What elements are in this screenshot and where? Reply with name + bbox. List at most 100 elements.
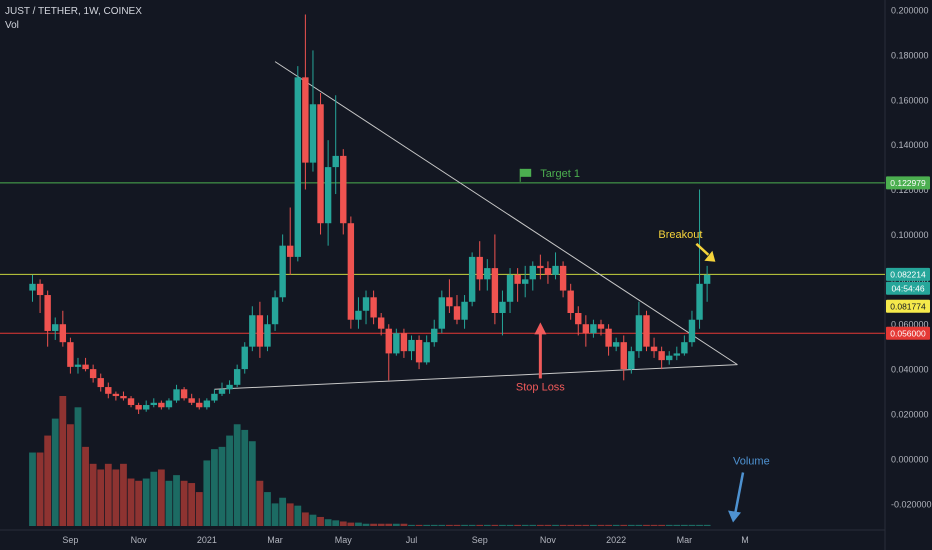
volume-bar [650, 524, 658, 526]
volume-bar [552, 524, 559, 526]
candle-body [552, 265, 559, 275]
candle-body [582, 324, 590, 334]
volume-bar [446, 524, 453, 526]
candle-body [696, 283, 703, 320]
volume-bar [461, 524, 468, 526]
volume-bar [430, 524, 438, 526]
y-tick-label: 0.020000 [891, 410, 929, 420]
volume-bar [241, 429, 249, 526]
volume-indicator-label: Vol [5, 20, 19, 31]
volume-bar [468, 524, 476, 526]
candle-body [635, 315, 643, 352]
candle-body [628, 351, 635, 370]
price-tag [886, 267, 930, 281]
volume-bar [703, 524, 711, 526]
y-tick-label: 0.160000 [891, 95, 929, 105]
volume-bar [483, 524, 491, 526]
candle-body [673, 353, 680, 356]
volume-bar [521, 524, 529, 526]
candle-body [529, 265, 536, 280]
candle-body [29, 283, 36, 291]
candle-body [44, 295, 51, 331]
volume-bar [165, 480, 173, 526]
volume-bar [559, 524, 567, 526]
volume-bar [59, 396, 67, 526]
candle-body [112, 393, 120, 397]
price-tag-label: 0.082214 [890, 270, 926, 280]
candle-body [249, 315, 256, 347]
candle-body [666, 355, 673, 361]
volume-bar [89, 463, 97, 526]
volume-bar [294, 505, 302, 526]
x-tick-label: Mar [677, 535, 693, 545]
candle-body [544, 268, 552, 275]
candle-body [340, 155, 347, 224]
volume-bar [612, 524, 620, 526]
candle-body [82, 364, 89, 370]
volume-bar [188, 483, 196, 526]
target-flag-icon [520, 168, 532, 177]
volume-bar [567, 524, 575, 526]
volume-bar [362, 523, 370, 526]
candle-body [643, 315, 650, 347]
breakout-arrow-shaft [695, 242, 710, 256]
volume-bar [279, 497, 287, 526]
volume-bar [423, 524, 431, 526]
candle-body [317, 104, 324, 224]
volume-bar [415, 524, 423, 526]
volume-bar [514, 524, 522, 526]
breakout-label: Breakout [658, 229, 702, 241]
candle-body [393, 333, 400, 354]
candle-body [89, 369, 97, 379]
x-tick-label: Jul [406, 535, 418, 545]
volume-bar [233, 424, 241, 526]
volume-bar [104, 463, 112, 526]
trendline [274, 61, 738, 366]
volume-bar [127, 478, 135, 526]
volume-bar [582, 524, 590, 526]
volume-bar [256, 480, 264, 526]
candle-body [522, 279, 529, 284]
volume-bar [400, 523, 408, 526]
volume-bar [536, 524, 544, 526]
x-tick-label: Nov [540, 535, 557, 545]
price-tag [886, 176, 930, 190]
trendline [214, 364, 738, 390]
volume-bar [627, 524, 635, 526]
candle-body [681, 342, 688, 354]
symbol-title: JUST / TETHER, 1W, COINEX [5, 6, 142, 17]
price-tag [886, 281, 930, 295]
x-tick-label: 2021 [197, 535, 217, 545]
candle-body [279, 245, 286, 298]
volume-label: Volume [733, 456, 770, 468]
volume-bar [620, 524, 628, 526]
candle-body [203, 400, 211, 408]
breakout-arrow-head [704, 250, 716, 262]
candle-body [233, 369, 241, 385]
x-tick-label: May [335, 535, 353, 545]
candle-body [188, 398, 195, 403]
candle-body [446, 297, 453, 307]
y-tick-label: 0.140000 [891, 140, 929, 150]
volume-bar [392, 523, 400, 526]
candle-body [400, 333, 408, 352]
candle-body [287, 245, 294, 257]
volume-bar [324, 519, 332, 526]
volume-bar [332, 520, 340, 526]
candle-body [355, 310, 362, 320]
volume-bar [453, 524, 461, 526]
volume-bar [67, 424, 74, 526]
volume-bar [385, 523, 393, 526]
y-tick-label: 0.060000 [891, 320, 929, 330]
candle-body [650, 346, 658, 352]
candle-body [173, 389, 180, 401]
y-tick-label: -0.020000 [891, 499, 932, 509]
volume-bar [29, 452, 36, 526]
volume-bar [211, 449, 218, 526]
stop-loss-label: Stop Loss [516, 381, 565, 393]
volume-bar [271, 503, 279, 526]
volume-bar [286, 503, 294, 526]
volume-bar [135, 480, 143, 526]
